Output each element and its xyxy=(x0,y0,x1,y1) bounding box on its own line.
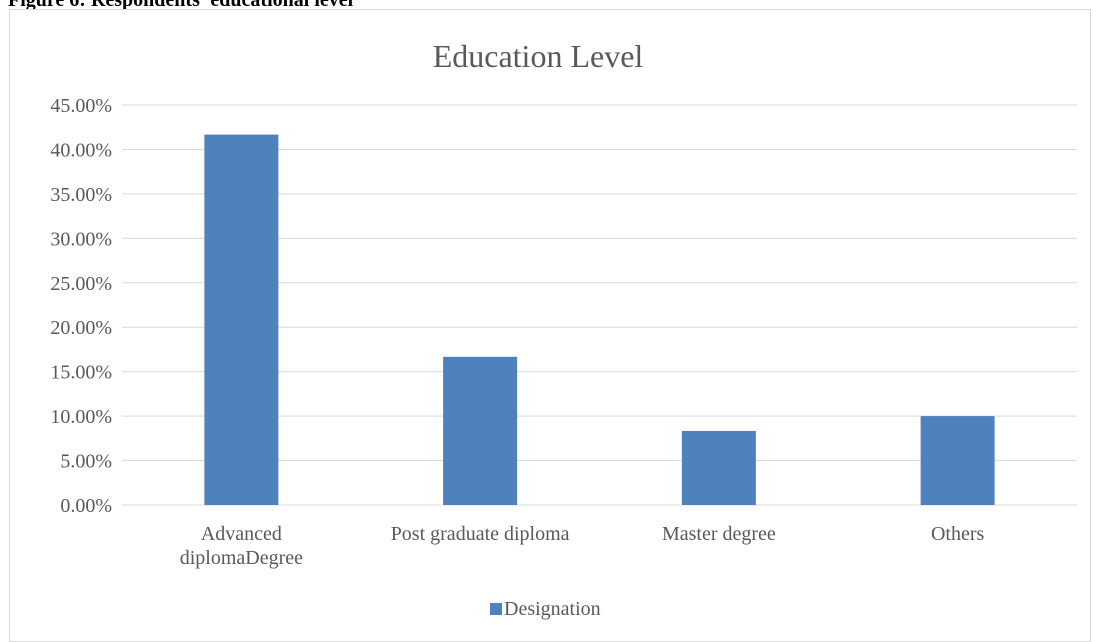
bar-advanced-diplomadegree xyxy=(204,135,278,505)
x-tick-label: Others xyxy=(931,523,985,545)
y-tick-label: 10.00% xyxy=(50,406,112,428)
y-tick-label: 40.00% xyxy=(50,139,112,161)
bar-master-degree xyxy=(682,431,756,505)
legend-swatch xyxy=(490,603,502,615)
y-tick-label: 30.00% xyxy=(50,228,112,250)
x-tick-label: Advanced xyxy=(201,523,282,545)
x-tick-label: Post graduate diploma xyxy=(391,523,570,545)
y-tick-label: 25.00% xyxy=(50,273,112,295)
y-tick-label: 5.00% xyxy=(60,451,112,473)
y-tick-label: 20.00% xyxy=(50,317,112,339)
bars xyxy=(204,135,994,505)
bar-others xyxy=(921,416,995,505)
legend: Designation xyxy=(490,598,601,620)
y-tick-label: 0.00% xyxy=(60,495,112,517)
y-tick-label: 35.00% xyxy=(50,184,112,206)
bar-post-graduate-diploma xyxy=(443,357,517,505)
x-tick-label: diplomaDegree xyxy=(180,547,303,569)
y-axis-tick-labels: 0.00% 5.00% 10.00% 15.00% 20.00% 25.00% 30.00%… xyxy=(50,95,112,517)
y-tick-label: 15.00% xyxy=(50,362,112,384)
legend-label-designation: Designation xyxy=(504,598,601,620)
x-tick-label: Master degree xyxy=(662,523,776,545)
y-tick-label: 45.00% xyxy=(50,95,112,117)
chart-title: Education Level xyxy=(433,38,644,74)
